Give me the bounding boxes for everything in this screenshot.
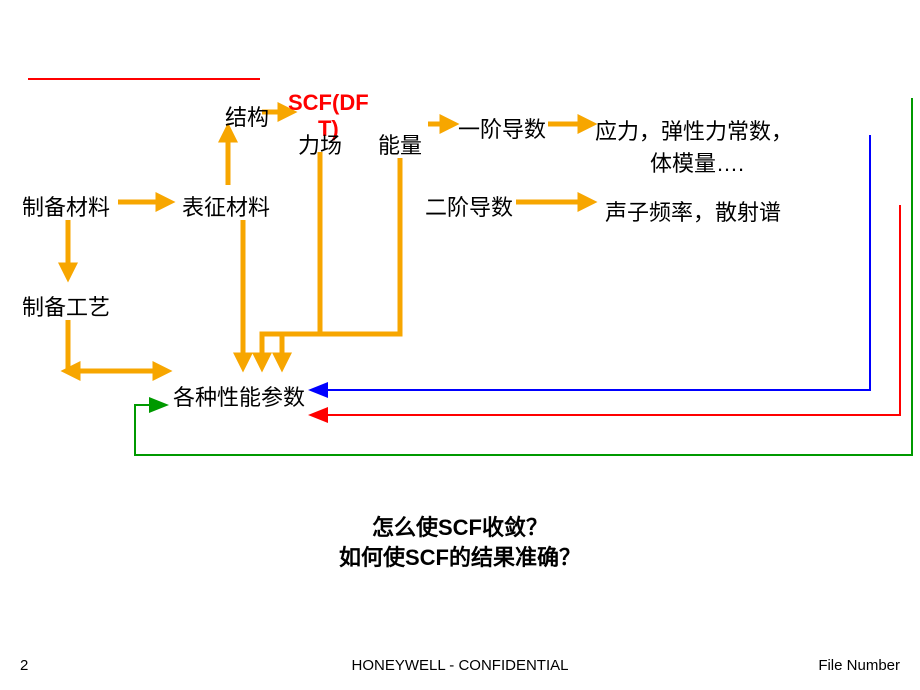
node-phonon: 声子频率，散射谱 [605, 195, 781, 227]
diagram-arrows-layer [0, 0, 920, 690]
footer-file-number: File Number [818, 657, 900, 674]
node-d1: 一阶导数 [458, 112, 546, 144]
label-scf: SCF(DF [288, 90, 369, 115]
arrow-stress-feedback [312, 135, 870, 390]
node-energy: 能量 [378, 128, 422, 160]
node-bulk: 体模量…. [650, 146, 744, 178]
node-perf-params: 各种性能参数 [173, 380, 305, 412]
title-underline [28, 78, 260, 80]
node-prep-material: 制备材料 [22, 190, 110, 222]
footer-confidential: HONEYWELL - CONFIDENTIAL [0, 657, 920, 674]
arrow-phonon-feedback [312, 205, 900, 415]
question-1: 怎么使SCF收敛？ [0, 510, 920, 542]
arrow-force-to-params [262, 152, 320, 365]
node-structure: 结构 [225, 100, 269, 132]
arrow-energy-to-params [282, 158, 400, 365]
node-stress: 应力，弹性力常数， [595, 114, 793, 146]
node-char-material: 表征材料 [182, 190, 270, 222]
node-d2: 二阶导数 [425, 190, 513, 222]
node-force-field: 力场 [298, 128, 342, 160]
node-prep-process: 制备工艺 [22, 290, 110, 322]
question-2: 如何使SCF的结果准确？ [0, 540, 920, 572]
